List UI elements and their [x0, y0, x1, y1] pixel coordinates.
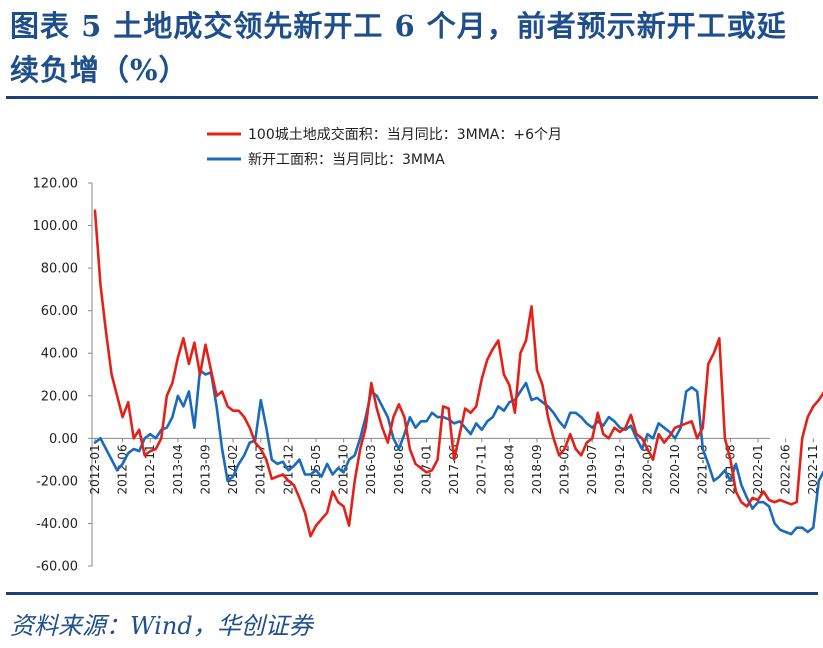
- x-tick-label: 2016-08: [392, 444, 406, 494]
- axes: [91, 183, 770, 566]
- x-tick-label: 2019-02: [558, 444, 572, 494]
- y-tick-label: -40.00: [36, 517, 78, 532]
- series-line-new-starts: [93, 368, 823, 536]
- y-tick-label: -60.00: [36, 560, 78, 575]
- x-tick-label: 2020-10: [668, 444, 682, 494]
- x-axis-ticks: 2012-01 2012-06 2012-11 2013-04 2013-09 2014-…: [88, 438, 820, 494]
- y-tick-label: 100.00: [33, 219, 79, 234]
- footer-divider: [6, 592, 818, 595]
- series-lines: [93, 209, 823, 538]
- series-line-land-transactions: [93, 209, 823, 538]
- x-tick-label: 2018-09: [530, 444, 544, 494]
- source-note: 资料来源：Wind，华创证券: [10, 612, 313, 640]
- y-tick-label: 120.00: [33, 177, 79, 192]
- x-tick-label: 2019-12: [613, 444, 627, 494]
- y-tick-label: 20.00: [41, 389, 78, 404]
- x-tick-label: 2012-01: [88, 444, 102, 494]
- title-divider: [6, 96, 818, 99]
- x-tick-label: 2013-09: [199, 444, 213, 494]
- x-tick-label: 2019-07: [585, 444, 599, 494]
- x-tick-label: 2018-04: [502, 444, 516, 494]
- x-tick-label: 2022-11: [806, 444, 820, 494]
- y-tick-label: 0.00: [49, 432, 78, 447]
- y-axis-ticks: 120.00 100.00 80.00 60.00 40.00 20.00 0.00 -20.…: [33, 177, 92, 575]
- y-tick-label: 80.00: [41, 262, 78, 277]
- y-tick-label: 40.00: [41, 347, 78, 362]
- legend-label-series2: 新开工面积：当月同比：3MMA: [248, 152, 445, 168]
- x-tick-label: 2017-11: [475, 444, 489, 494]
- y-tick-label: 60.00: [41, 304, 78, 319]
- legend: 100城土地成交面积：当月同比：3MMA：+6个月 新开工面积：当月同比：3MM…: [207, 126, 562, 168]
- x-tick-label: 2014-02: [226, 444, 240, 494]
- chart-title: 图表 5 土地成交领先新开工 6 个月，前者预示新开工或延续负增（%）: [10, 9, 787, 87]
- legend-label-series1: 100城土地成交面积：当月同比：3MMA：+6个月: [248, 126, 562, 143]
- x-tick-label: 2016-03: [364, 444, 378, 494]
- y-tick-label: -20.00: [36, 474, 78, 489]
- x-tick-label: 2020-05: [641, 444, 655, 494]
- x-tick-label: 2013-04: [171, 444, 185, 494]
- x-tick-label: 2012-11: [143, 444, 157, 494]
- x-tick-label: 2014-07: [254, 444, 268, 494]
- x-tick-label: 2017-06: [447, 444, 461, 494]
- x-tick-label: 2022-01: [751, 444, 765, 494]
- x-tick-label: 2017-01: [420, 444, 434, 494]
- x-tick-label: 2022-06: [779, 444, 793, 494]
- line-chart: 100城土地成交面积：当月同比：3MMA：+6个月 新开工面积：当月同比：3MM…: [33, 126, 823, 575]
